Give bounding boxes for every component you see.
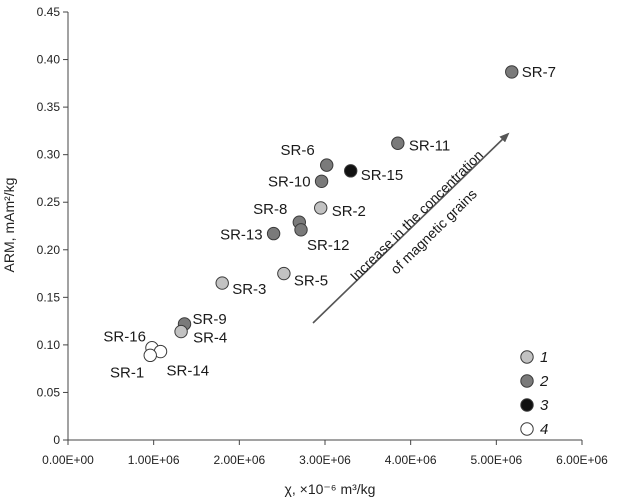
label-sr-15: SR-15 xyxy=(361,167,404,184)
legend-label-1: 1 xyxy=(540,349,548,366)
data-points xyxy=(143,65,519,363)
y-tick-label: 0.25 xyxy=(37,195,61,209)
point-sr-12 xyxy=(294,223,308,237)
point-sr-15 xyxy=(344,164,358,178)
label-sr-4: SR-4 xyxy=(193,330,227,347)
label-sr-13: SR-13 xyxy=(220,227,263,244)
ticks: 0 0.05 0.10 0.15 0.20 0.25 0.30 0.35 0.40 0.45 0.0… xyxy=(37,5,609,467)
point-sr-11 xyxy=(391,136,405,150)
legend-marker-4 xyxy=(520,422,534,436)
point-sr-6 xyxy=(320,158,334,172)
y-axis-title: ARM, mAm²/kg xyxy=(1,178,17,273)
label-sr-2: SR-2 xyxy=(332,203,366,220)
x-tick-label: 4.00E+06 xyxy=(385,453,437,467)
point-sr-1 xyxy=(143,348,157,363)
label-sr-12: SR-12 xyxy=(307,237,350,254)
legend-label-3: 3 xyxy=(540,397,549,414)
x-tick-label: 0.00E+00 xyxy=(42,453,94,467)
label-sr-10: SR-10 xyxy=(268,173,311,190)
trend-arrow xyxy=(312,132,510,324)
label-sr-14: SR-14 xyxy=(167,363,210,380)
y-tick-label: 0.40 xyxy=(37,53,61,67)
point-sr-5 xyxy=(277,266,291,281)
y-tick-label: 0.20 xyxy=(37,243,61,257)
point-sr-2 xyxy=(314,201,328,215)
y-tick-label: 0.05 xyxy=(37,385,61,399)
label-sr-11: SR-11 xyxy=(409,137,450,154)
label-sr-8: SR-8 xyxy=(253,201,287,218)
x-tick-label: 1.00E+06 xyxy=(128,453,180,467)
point-sr-4 xyxy=(174,324,188,339)
label-sr-7: SR-7 xyxy=(522,64,556,81)
legend-marker-3 xyxy=(520,398,534,412)
point-sr-7 xyxy=(505,65,519,79)
legend-label-2: 2 xyxy=(539,373,549,390)
point-sr-3 xyxy=(215,276,229,290)
y-tick-label: 0.35 xyxy=(37,100,61,114)
legend-marker-1 xyxy=(520,350,534,364)
x-tick-label: 5.00E+06 xyxy=(470,453,522,467)
label-sr-9: SR-9 xyxy=(193,311,227,328)
x-axis-title: χ, ×10⁻⁶ m³/kg xyxy=(285,481,376,497)
y-tick-label: 0.15 xyxy=(37,290,61,304)
label-sr-1: SR-1 xyxy=(110,364,144,381)
point-labels: SR-7SR-11SR-6SR-15SR-10SR-2SR-8SR-12SR-1… xyxy=(103,64,556,381)
label-sr-6: SR-6 xyxy=(281,142,315,159)
y-tick-label: 0 xyxy=(53,433,60,447)
point-sr-13 xyxy=(266,226,281,241)
y-tick-label: 0.10 xyxy=(37,338,61,352)
point-sr-10 xyxy=(314,174,329,188)
x-tick-label: 6.00E+06 xyxy=(556,453,608,467)
label-sr-3: SR-3 xyxy=(232,281,266,298)
label-sr-5: SR-5 xyxy=(294,273,328,290)
trend-annotation: Increase in the concentration of magneti… xyxy=(312,132,510,324)
legend-marker-2 xyxy=(520,374,534,388)
legend-label-4: 4 xyxy=(540,421,548,438)
y-tick-label: 0.30 xyxy=(37,148,61,162)
x-tick-label: 3.00E+06 xyxy=(299,453,351,467)
x-tick-label: 2.00E+06 xyxy=(213,453,265,467)
y-tick-label: 0.45 xyxy=(37,5,61,19)
axes xyxy=(67,12,582,441)
legend: 1 2 3 4 xyxy=(520,349,549,438)
label-sr-16: SR-16 xyxy=(103,329,146,346)
